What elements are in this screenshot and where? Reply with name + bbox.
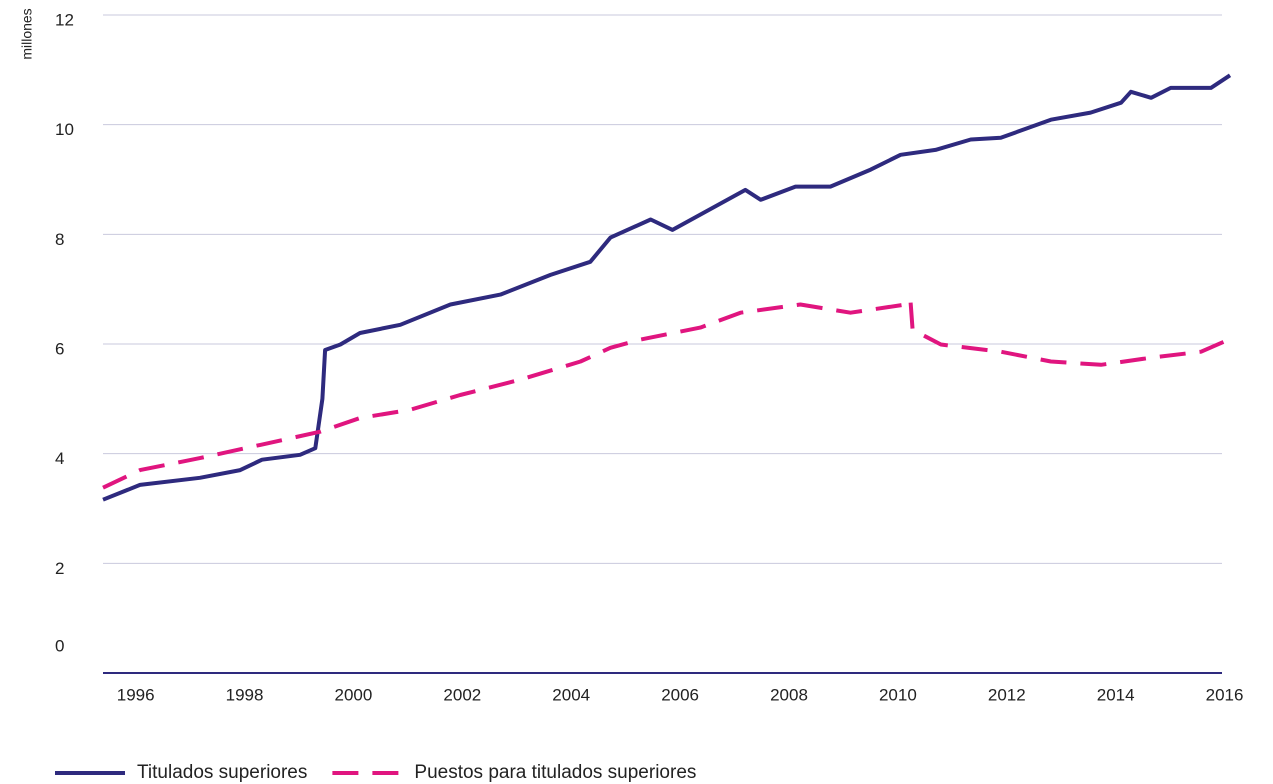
x-tick-label: 2006: [661, 685, 699, 704]
x-tick-label: 2012: [988, 685, 1026, 704]
x-tick-label: 1996: [117, 685, 155, 704]
x-tick-label: 2004: [552, 685, 590, 704]
y-tick-label: 6: [55, 339, 64, 358]
x-tick-label: 2016: [1206, 685, 1244, 704]
x-tick-label: 2000: [335, 685, 373, 704]
y-tick-label: 4: [55, 449, 64, 468]
y-tick-label: 12: [55, 10, 74, 29]
x-tick-label: 1998: [226, 685, 264, 704]
y-tick-label: 2: [55, 559, 64, 578]
x-tick-label: 2010: [879, 685, 917, 704]
line: [102, 297, 1230, 490]
x-tick-label: 2014: [1097, 685, 1135, 704]
y-tick-label: 0: [55, 636, 64, 655]
y-axis-label: millones: [19, 8, 35, 59]
y-tick-label: 10: [55, 120, 74, 139]
legend-label: Titulados superiores: [137, 762, 307, 783]
x-tick-label: 2008: [770, 685, 808, 704]
y-tick-label: 8: [55, 230, 64, 249]
legend-label: Puestos para titulados superiores: [414, 762, 696, 783]
x-tick-label: 2002: [443, 685, 481, 704]
line: [102, 73, 1232, 502]
